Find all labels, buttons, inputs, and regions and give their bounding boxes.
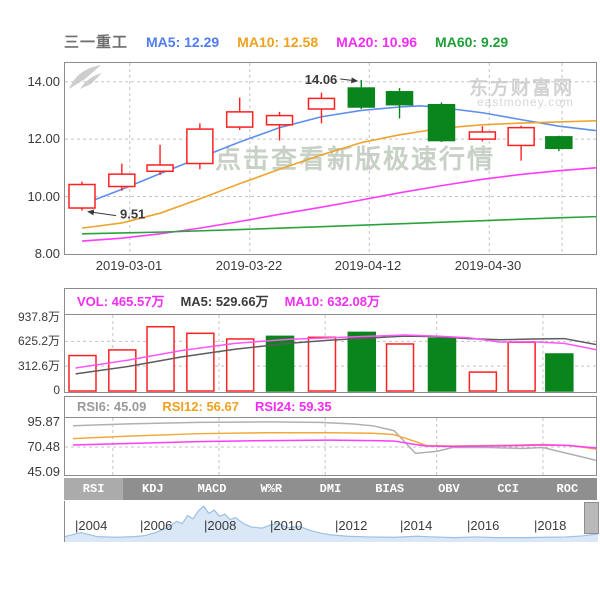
candle-down[interactable] <box>385 91 414 106</box>
navigator-outline <box>64 505 599 539</box>
year-label: |2014 <box>400 518 433 533</box>
indicator-tabbar: RSI KDJ MACD W%R DMI BIAS OBV CCI ROC <box>64 478 597 500</box>
volume-bar-up[interactable] <box>186 332 215 392</box>
tab-kdj[interactable]: KDJ <box>123 478 183 500</box>
volume-bar-up[interactable] <box>307 336 337 392</box>
main-gridlines <box>65 63 596 254</box>
candle-down[interactable] <box>545 136 573 150</box>
eastmoney-watermark: 东方财富网 <box>469 78 575 99</box>
vol-ma10-value: MA10: 632.08万 <box>284 294 380 309</box>
candle-up[interactable] <box>68 183 96 209</box>
annotation-9.51: 9.51 <box>120 207 145 222</box>
price-ytick: 14.00 <box>27 74 60 89</box>
volume-bar-down[interactable] <box>545 353 574 392</box>
eastmoney-domain-watermark: eastmoney.com <box>477 95 574 109</box>
volume-bar-up[interactable] <box>108 349 137 392</box>
candle-up[interactable] <box>108 173 136 188</box>
stock-name: 三一重工 <box>64 34 129 51</box>
promo-watermark: 点击查看新版极速行情 <box>215 144 496 174</box>
rsi-canvas[interactable] <box>65 418 596 475</box>
ma-lines <box>81 105 596 242</box>
tab-cci[interactable]: CCI <box>478 478 538 500</box>
chart-header: 三一重工 MA5: 12.29 MA10: 12.58 MA20: 10.96 … <box>64 31 508 51</box>
ma5-label: MA5: 12.29 <box>146 34 220 50</box>
volume-ytick: 937.8万 <box>17 310 60 324</box>
year-label: |2016 <box>467 518 500 533</box>
eastmoney-logo-icon <box>69 65 102 89</box>
volume-bar-down[interactable] <box>427 337 457 392</box>
candle-down[interactable] <box>347 87 376 108</box>
date-label: 2019-03-22 <box>215 258 283 273</box>
volume-panel[interactable]: VOL: 465.57万 MA5: 529.66万 MA10: 632.08万 <box>64 288 597 393</box>
navigator-area <box>65 506 598 542</box>
candle-up[interactable] <box>468 131 497 140</box>
rsi-header: RSI6: 45.09 RSI12: 56.67 RSI24: 59.35 <box>65 397 596 418</box>
rsi6-value: RSI6: 45.09 <box>77 399 147 414</box>
tab-bias[interactable]: BIAS <box>360 478 420 500</box>
vol-value: VOL: 465.57万 <box>77 294 165 309</box>
rsi-gridlines <box>65 418 596 475</box>
main-candlestick-chart[interactable]: 东方财富网 eastmoney.com 点击查看新版极速行情 14.06 9.51 <box>64 62 597 255</box>
ma60-label: MA60: 9.29 <box>435 34 509 50</box>
tab-roc[interactable]: ROC <box>537 478 597 500</box>
year-label: |2008 <box>204 518 237 533</box>
candlestick-canvas[interactable]: 14.06 9.51 <box>65 63 596 254</box>
rsi-ytick: 45.09 <box>27 464 60 479</box>
candle-up[interactable] <box>225 111 254 128</box>
candle-up[interactable] <box>186 128 214 165</box>
year-label: |2006 <box>140 518 173 533</box>
candle-down[interactable] <box>427 103 456 142</box>
volume-bar-up[interactable] <box>507 341 536 392</box>
annotation-14.06: 14.06 <box>305 72 338 87</box>
volume-header: VOL: 465.57万 MA5: 529.66万 MA10: 632.08万 <box>65 289 596 315</box>
tab-dmi[interactable]: DMI <box>300 478 361 500</box>
candle-up[interactable] <box>507 126 535 147</box>
volume-bars[interactable] <box>68 325 574 392</box>
year-label: |2012 <box>335 518 368 533</box>
navigator-canvas[interactable] <box>64 501 599 542</box>
tab-obv[interactable]: OBV <box>419 478 479 500</box>
volume-bar-down[interactable] <box>347 331 377 392</box>
vol-ma5-value: MA5: 529.66万 <box>180 294 269 309</box>
rsi-ytick: 95.87 <box>27 414 60 429</box>
candle-up[interactable] <box>265 114 294 126</box>
tab-macd[interactable]: MACD <box>182 478 242 500</box>
volume-ytick: 625.2万 <box>17 334 60 348</box>
year-label: |2010 <box>270 518 303 533</box>
price-ytick: 10.00 <box>27 189 60 204</box>
volume-ma-lines <box>75 334 596 375</box>
volume-bar-up[interactable] <box>225 338 255 392</box>
date-label: 2019-03-01 <box>95 258 163 273</box>
price-ytick: 8.00 <box>34 246 60 261</box>
year-label: |2004 <box>75 518 108 533</box>
volume-ytick: 0 <box>53 383 60 397</box>
tab-rsi[interactable]: RSI <box>64 478 124 500</box>
volume-canvas[interactable] <box>65 315 596 392</box>
candles[interactable] <box>68 80 573 211</box>
date-label: 2019-04-12 <box>334 258 402 273</box>
volume-bar-up[interactable] <box>385 343 415 392</box>
volume-bar-up[interactable] <box>468 371 498 392</box>
rsi-ytick: 70.48 <box>27 439 60 454</box>
history-navigator[interactable] <box>64 501 599 542</box>
volume-ytick: 312.6万 <box>17 359 60 373</box>
candle-up[interactable] <box>307 97 336 110</box>
candle-up[interactable] <box>146 164 174 173</box>
price-ytick: 12.00 <box>27 131 60 146</box>
rsi-lines <box>72 421 596 462</box>
rsi12-value: RSI12: 56.67 <box>162 399 239 414</box>
rsi24-value: RSI24: 59.35 <box>254 399 332 414</box>
ma10-label: MA10: 12.58 <box>237 34 319 50</box>
ma20-label: MA20: 10.96 <box>336 34 418 50</box>
year-label: |2018 <box>534 518 567 533</box>
tab-wpr[interactable]: W%R <box>241 478 301 500</box>
date-label: 2019-04-30 <box>454 258 522 273</box>
rsi-panel[interactable]: RSI6: 45.09 RSI12: 56.67 RSI24: 59.35 <box>64 396 597 476</box>
navigator-handle[interactable] <box>584 502 599 534</box>
annotations: 14.06 9.51 <box>87 72 359 222</box>
